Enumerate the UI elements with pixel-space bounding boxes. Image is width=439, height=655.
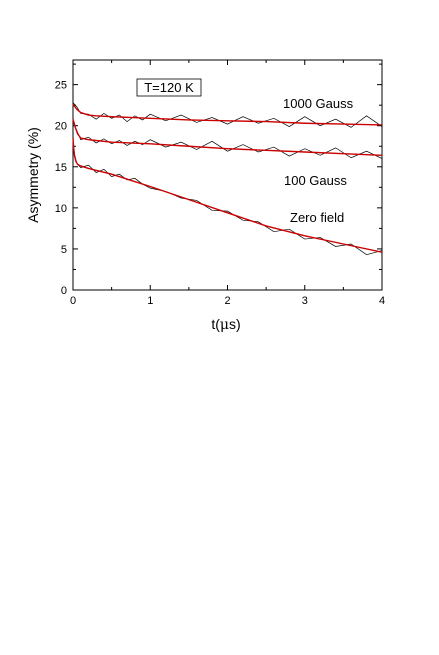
- x-tick-label: 1: [147, 295, 153, 307]
- y-tick-label: 0: [61, 285, 67, 297]
- axis-tick-labels: 0 1 2 3 4 0 5 10 15 20 25: [55, 80, 385, 307]
- y-axis-title: Asymmetry (%): [25, 127, 41, 223]
- x-tick-label: 4: [379, 295, 385, 307]
- x-tick-label: 0: [70, 295, 76, 307]
- y-tick-label: 10: [55, 203, 67, 215]
- y-tick-label: 15: [55, 162, 67, 174]
- x-axis-title: t(μs): [211, 316, 240, 333]
- series-layer: [72, 102, 383, 256]
- y-tick-label: 5: [61, 244, 67, 256]
- label-zero-field: Zero field: [290, 210, 344, 225]
- data-line-1000-gauss: [72, 102, 383, 128]
- fit-line-100-gauss: [72, 118, 383, 156]
- label-1000-gauss: 1000 Gauss: [283, 96, 354, 111]
- data-line-zero-field: [72, 142, 383, 256]
- label-100-gauss: 100 Gauss: [284, 173, 347, 188]
- y-tick-label: 20: [55, 121, 67, 133]
- x-tick-label: 2: [224, 295, 230, 307]
- temperature-label: T=120 K: [144, 80, 194, 95]
- y-tick-label: 25: [55, 80, 67, 92]
- fit-line-zero-field: [72, 137, 383, 253]
- temperature-label-box: [136, 78, 202, 97]
- fit-line-1000-gauss: [72, 103, 383, 126]
- x-tick-label: 3: [302, 295, 308, 307]
